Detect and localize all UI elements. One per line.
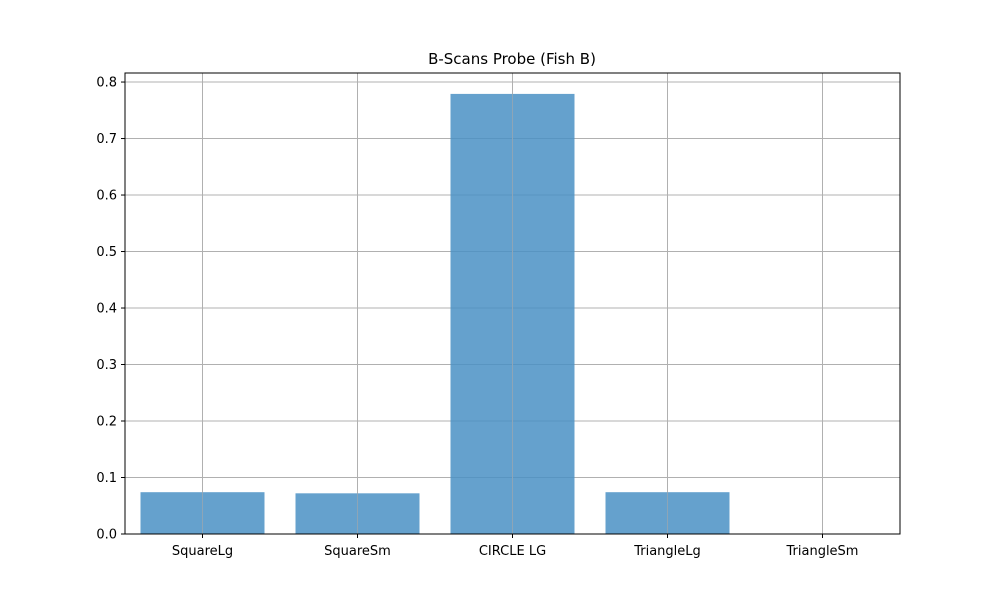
x-tick-label: CIRCLE LG — [479, 544, 546, 559]
chart-title: B-Scans Probe (Fish B) — [428, 50, 596, 68]
y-tick-label: 0.1 — [96, 471, 117, 486]
x-tick-label: TriangleSm — [786, 544, 859, 559]
y-tick-label: 0.4 — [96, 302, 117, 317]
x-tick-label: SquareSm — [324, 544, 391, 559]
bars-layer — [140, 73, 823, 534]
y-tick-label: 0.3 — [96, 358, 117, 373]
y-tick-label: 0.7 — [96, 132, 117, 147]
y-tick-label: 0.2 — [96, 415, 117, 430]
y-tick-label: 0.0 — [96, 528, 117, 543]
x-tick-label: TriangleLg — [633, 544, 701, 559]
y-tick-label: 0.5 — [96, 245, 117, 260]
y-tick-label: 0.6 — [96, 189, 117, 204]
ticks-layer: 0.0 0.1 0.2 0.3 0.4 0.5 0.6 0.7 0.8 SquareLg Squar… — [96, 76, 858, 559]
y-tick-label: 0.8 — [96, 76, 117, 91]
x-tick-label: SquareLg — [172, 544, 233, 559]
